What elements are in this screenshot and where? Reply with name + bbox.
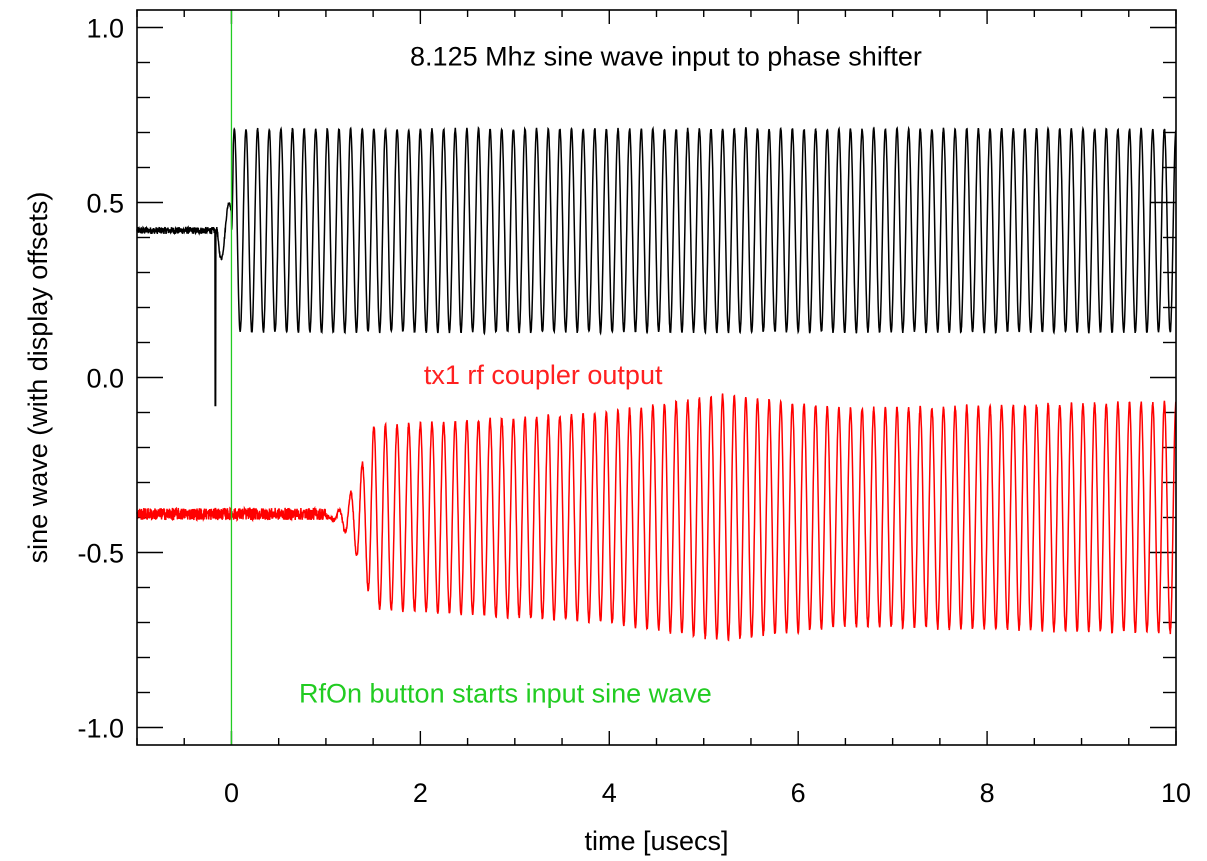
y-tick-label: -0.5	[77, 539, 124, 569]
x-tick-label: 4	[602, 778, 617, 808]
x-tick-label: 2	[413, 778, 428, 808]
x-tick-label: 10	[1161, 778, 1191, 808]
y-tick-label: -1.0	[77, 714, 124, 744]
x-tick-label: 6	[791, 778, 806, 808]
annotation-coupler-label: tx1 rf coupler output	[424, 360, 663, 390]
coupler-output-series	[136, 393, 1177, 642]
x-tick-label: 8	[980, 778, 995, 808]
annotation-input-label: 8.125 Mhz sine wave input to phase shift…	[410, 42, 922, 72]
input-sine-series	[136, 125, 1177, 407]
x-tick-label: 0	[224, 778, 239, 808]
y-axis-label: sine wave (with display offsets)	[23, 192, 53, 564]
y-tick-label: 1.0	[86, 14, 124, 44]
x-axis-label: time [usecs]	[584, 826, 728, 856]
plot-frame	[136, 9, 1177, 746]
y-tick-label: 0.0	[86, 364, 124, 394]
series-layer	[136, 125, 1177, 642]
annotation-rfon-label: RfOn button starts input sine wave	[299, 679, 712, 709]
y-tick-label: 0.5	[86, 189, 124, 219]
tick-labels: 0 2 4 6 8 10 -1.0 -0.5 0.0 0.5 1.0	[77, 14, 1191, 809]
